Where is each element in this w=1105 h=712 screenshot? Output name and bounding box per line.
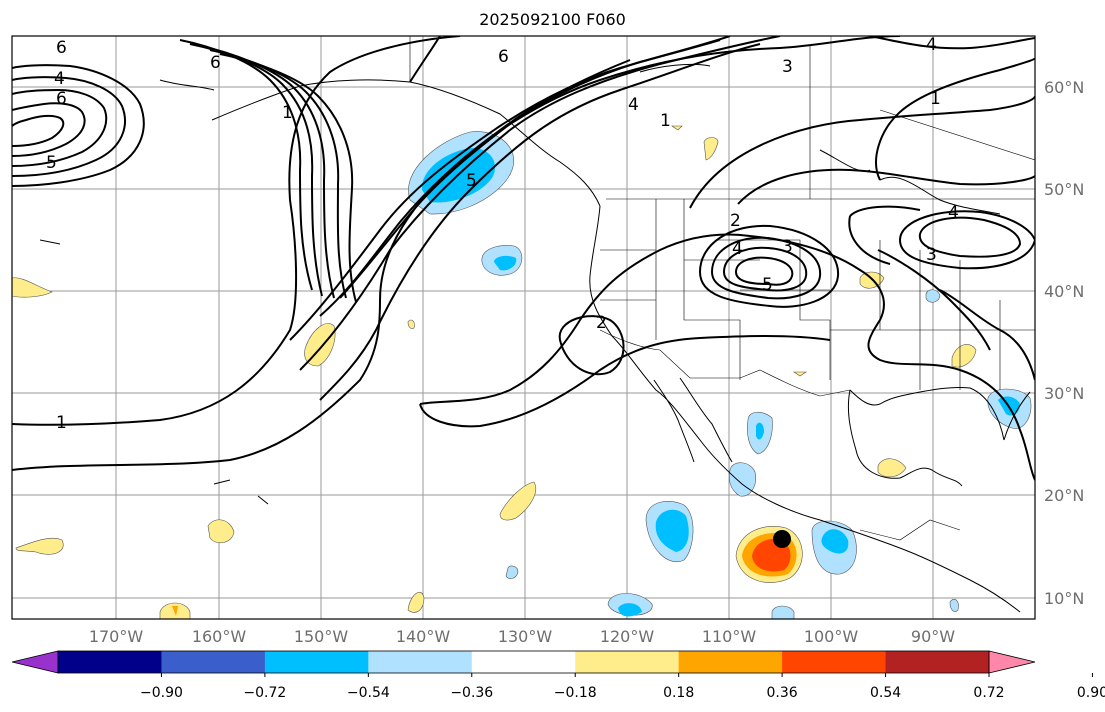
contour-2: [12, 36, 901, 471]
contour-west-coast-low: [558, 315, 625, 376]
contour-label: 1: [282, 103, 293, 123]
colorbar-segment: [471, 651, 576, 673]
map-area: [12, 36, 1035, 619]
contour-low-center: [698, 224, 840, 308]
contour-label-group: 6 4 6 5 6 6 4 3 1 1 4 1 2 1 1 2 4 3 5 3 …: [46, 35, 959, 433]
lat-label: 10°N: [1044, 589, 1084, 608]
lat-label: 60°N: [1044, 78, 1084, 97]
lat-label: 30°N: [1044, 384, 1084, 403]
colorbar: −0.90 −0.72 −0.54 −0.36 −0.18 0.18 0.36 0.54 0.7…: [11, 650, 1105, 701]
blue-blob-south-2: [771, 605, 795, 619]
colorbar-segment: [575, 651, 680, 673]
yellow-blob-central-pacific: [304, 323, 336, 367]
blue-blob-mexico-coast-2: [729, 462, 756, 497]
contour-label: 4: [926, 35, 937, 55]
contour-label: 5: [46, 153, 57, 173]
contour-label: 5: [762, 275, 773, 295]
height-contours: [12, 36, 1035, 481]
lon-label: 170°W: [89, 627, 144, 646]
contour-label: 6: [498, 47, 509, 67]
colorbar-segment: [161, 651, 266, 673]
contour-3: [319, 43, 761, 401]
colorbar-extend-left: [11, 650, 59, 674]
colorbar-segment: [58, 651, 162, 673]
colorbar-segment: [782, 651, 887, 673]
figure-title: 2025092100 F060: [479, 10, 626, 29]
contour-1: [12, 36, 461, 426]
yellow-blob-west-edge: [12, 277, 53, 298]
colorbar-tick-label: 0.72: [973, 685, 1004, 701]
storm-center-dot: [773, 530, 791, 548]
colorbar-segment: [264, 651, 369, 673]
colorbar-tick-label: 0.18: [663, 685, 694, 701]
lon-label: 130°W: [498, 627, 553, 646]
lon-label: 160°W: [192, 627, 247, 646]
contour-label: 1: [930, 89, 941, 109]
lat-label: 20°N: [1044, 486, 1084, 505]
contour-label: 1: [56, 413, 67, 433]
colorbar-tick-label: 0.36: [767, 685, 798, 701]
colorbar-segment: [368, 651, 473, 673]
lat-label: 40°N: [1044, 282, 1084, 301]
contour-label: 3: [782, 237, 793, 257]
contour-label: 2: [730, 211, 741, 231]
contour-label: 4: [54, 69, 65, 89]
contour-label: 4: [732, 239, 743, 259]
contour-label: 3: [926, 245, 937, 265]
colorbar-outline: [57, 650, 990, 674]
gridlines: [12, 36, 1035, 619]
lat-label: 50°N: [1044, 180, 1084, 199]
lon-label: 90°W: [911, 627, 955, 646]
colorbar-segment: [885, 651, 990, 673]
lon-label: 100°W: [804, 627, 859, 646]
lon-label: 120°W: [600, 627, 655, 646]
longitude-labels: 170°W 160°W 150°W 140°W 130°W 120°W 110°…: [89, 627, 955, 646]
lon-label: 110°W: [702, 627, 757, 646]
latitude-labels: 60°N 50°N 40°N 30°N 20°N 10°N: [1044, 78, 1084, 608]
contour-label: 2: [596, 313, 607, 333]
contour-label: 1: [660, 111, 671, 131]
contour-label: 6: [56, 38, 67, 58]
contour-label: 4: [628, 95, 639, 115]
map-frame: [11, 35, 1036, 620]
yellow-blob-subtropical: [499, 481, 536, 521]
contour-label: 6: [210, 53, 221, 73]
colorbar-tick-label: −0.90: [140, 685, 183, 701]
colorbar-tick-label: 0.54: [870, 685, 901, 701]
anomaly-shading: [12, 125, 1032, 619]
colorbar-tick-label: 0.90: [1077, 685, 1105, 701]
lon-label: 140°W: [396, 627, 451, 646]
colorbar-extend-right: [988, 650, 1036, 674]
contour-label: 5: [466, 171, 477, 191]
lon-label: 150°W: [294, 627, 349, 646]
colorbar-tick-label: −0.72: [243, 685, 286, 701]
colorbar-tick-label: −0.36: [450, 685, 493, 701]
colorbar-tick-label: −0.18: [554, 685, 597, 701]
colorbar-segment: [678, 651, 783, 673]
contour-label: 6: [56, 89, 67, 109]
colorbar-tick-label: −0.54: [347, 685, 390, 701]
contour-label: 3: [782, 57, 793, 77]
contour-label: 4: [948, 203, 959, 223]
